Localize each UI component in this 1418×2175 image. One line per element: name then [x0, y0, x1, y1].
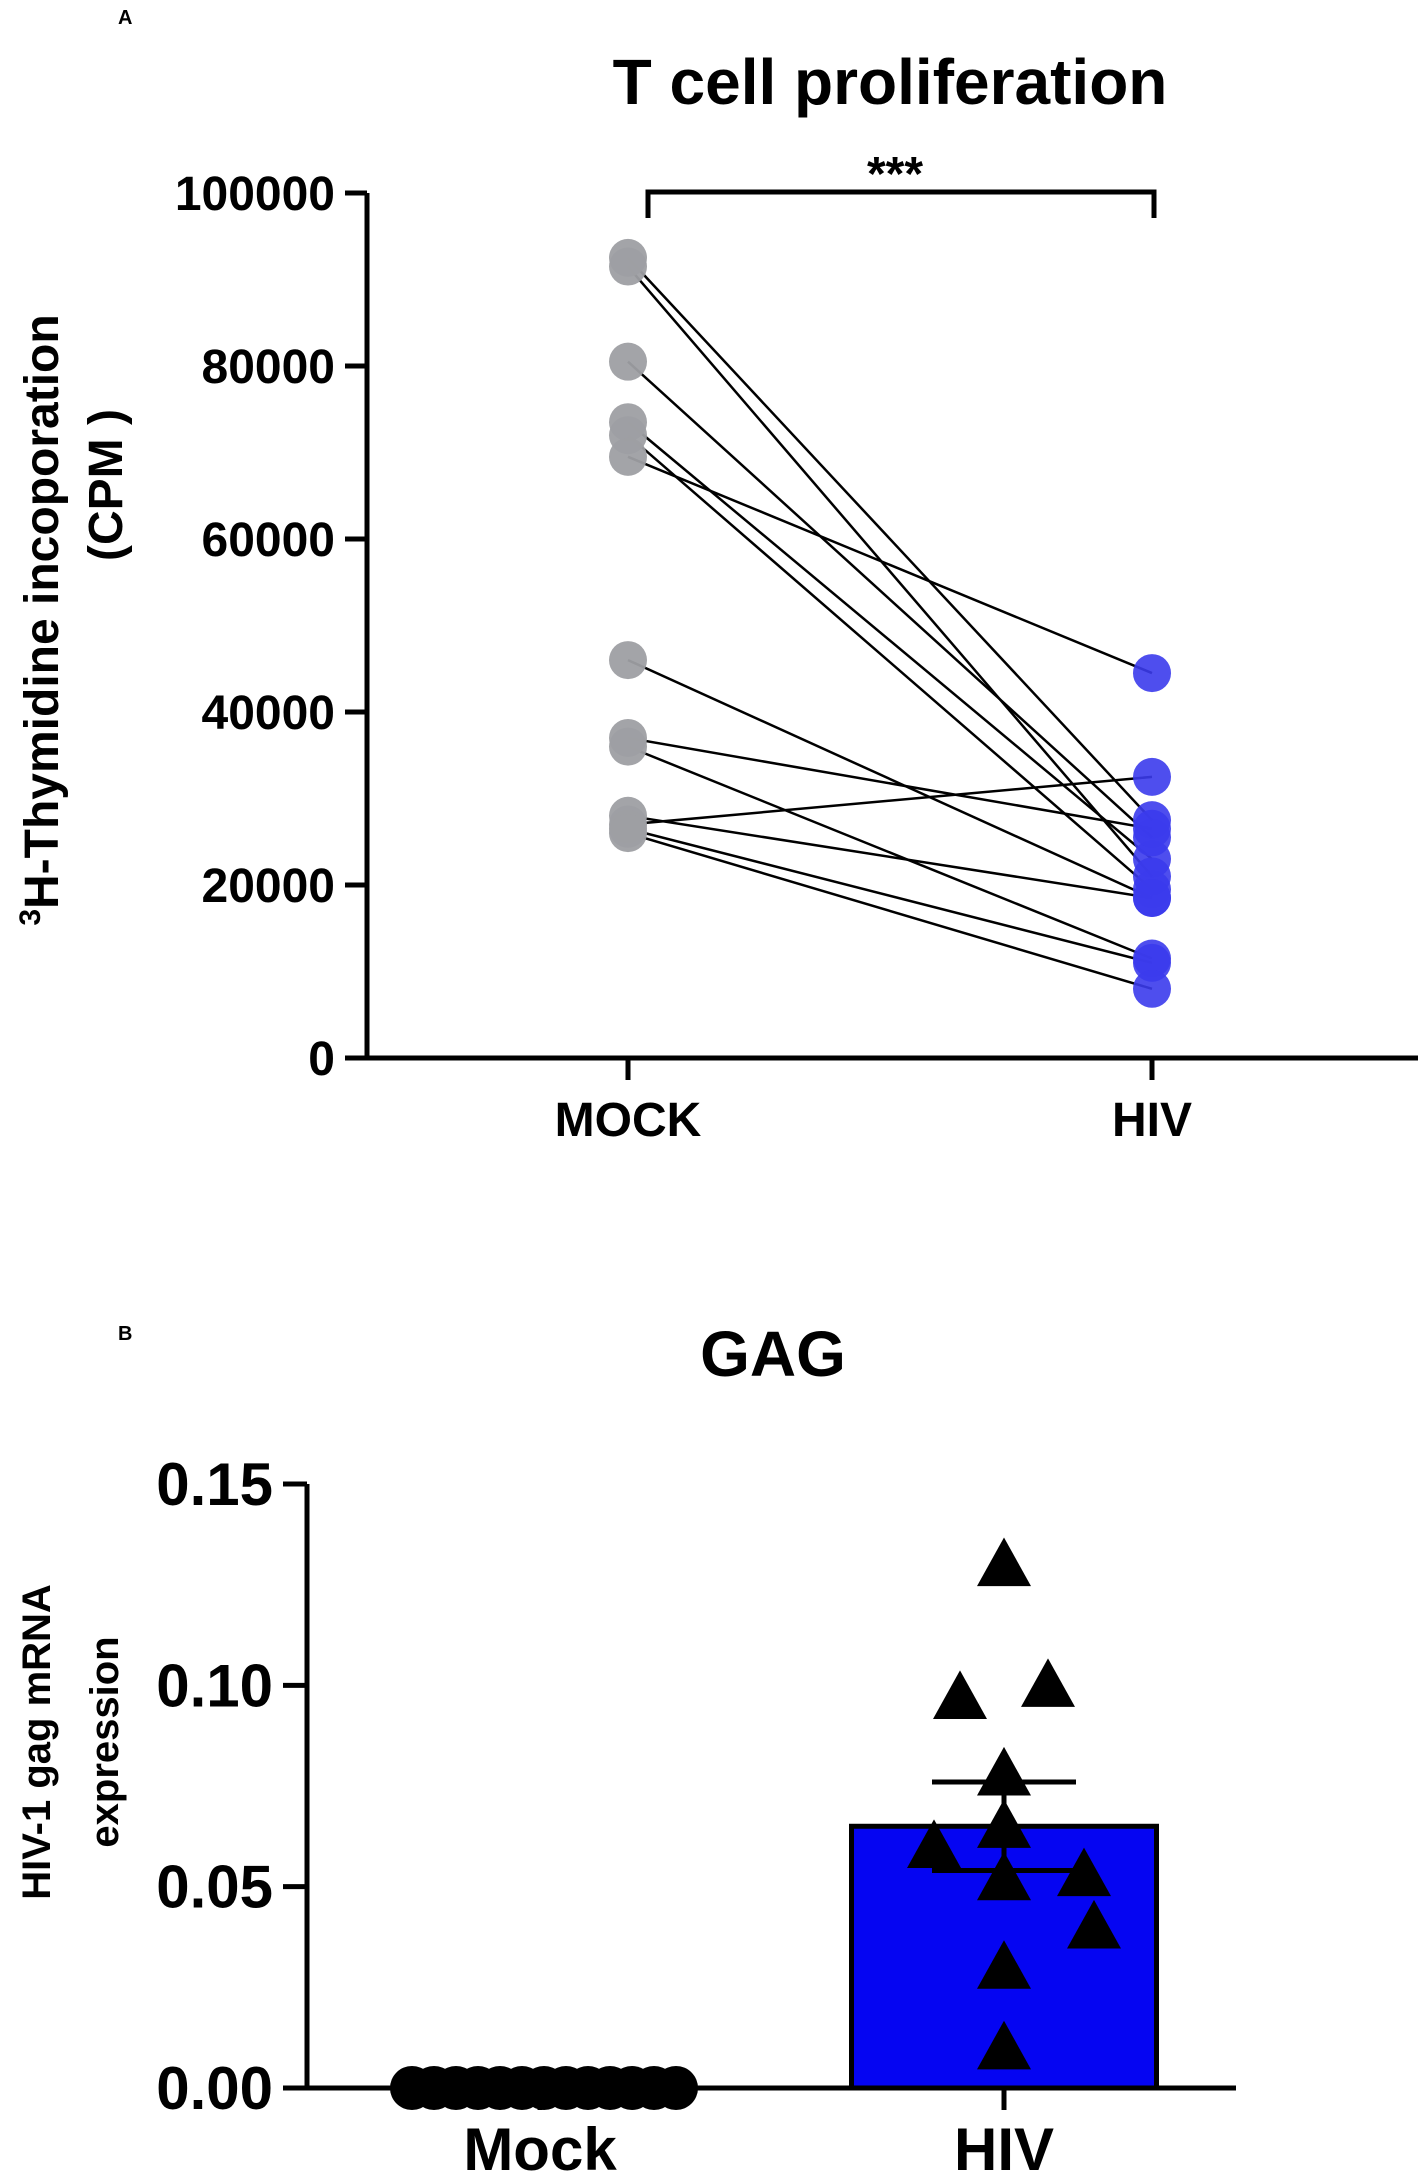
panel-a-mock-point	[609, 342, 647, 381]
panel-a-ytick-label: 20000	[202, 860, 335, 913]
panel-a-mock-point	[609, 814, 647, 853]
panel-b-hiv-point	[977, 1746, 1031, 1796]
panel-b-mock-point	[654, 2066, 698, 2110]
panel-b-hiv-point	[977, 1537, 1031, 1587]
panel-a-letter: A	[118, 7, 132, 29]
panel-a-hiv-point	[1133, 969, 1171, 1008]
panel-a-points	[609, 238, 1171, 1008]
panel-b-hiv-point	[977, 1940, 1031, 1989]
panel-a-bracket-line	[645, 189, 1157, 218]
panel-a-hiv-point	[1133, 840, 1171, 879]
panel-b-title: GAG	[700, 1318, 846, 1390]
panel-a-significance-stars: ***	[867, 148, 923, 201]
panel-b-category-label: HIV	[954, 2116, 1054, 2175]
panel-a-mock-point	[609, 247, 647, 286]
panel-a-significance-bracket: ***	[645, 148, 1157, 218]
panel-a-ylabel-line1: 3H-Thymidine incoporation	[14, 314, 69, 925]
panel-b-points	[390, 1537, 1121, 2110]
panel-a-title: T cell proliferation	[613, 46, 1168, 118]
panel-b-hiv-point	[1067, 1899, 1121, 1949]
panel-b-ytick-label: 0.00	[156, 2055, 273, 2122]
panel-a-pair-line	[627, 434, 1153, 891]
panel-a-mock-point	[609, 727, 647, 766]
panel-b-ylabel-line1: HIV-1 gag mRNA	[15, 1584, 59, 1900]
panel-b: B GAG HIV-1 gag mRNA expression 0.00 0.05…	[15, 1318, 1236, 2175]
panel-a-hiv-point	[1133, 809, 1171, 848]
panel-b-hiv-point	[907, 1819, 961, 1868]
panel-a-pair-line	[627, 736, 1153, 831]
panel-b-hiv-point	[1057, 1847, 1111, 1897]
panel-a-ytick-label: 100000	[175, 168, 335, 221]
panel-a-pair-line	[627, 831, 1153, 990]
panel-b-letter: B	[118, 1323, 132, 1345]
panel-a-hiv-point	[1133, 654, 1171, 693]
panel-a-ylabel-superscript: 3	[14, 909, 47, 926]
panel-a-y-ticks: 0 20000 40000 60000 80000 100000	[175, 168, 367, 1086]
panel-b-ytick-label: 0.05	[156, 1854, 273, 1921]
panel-a-pair-line	[627, 421, 1153, 861]
panel-a-pair-line	[627, 658, 1153, 900]
panel-a-category-label: HIV	[1112, 1094, 1192, 1147]
panel-a-pair-line	[627, 455, 1153, 675]
panel-b-ylabel-line2: expression	[83, 1636, 127, 1847]
panel-a-pair-line	[627, 360, 1153, 839]
panel-a-pair-line	[627, 745, 1153, 960]
panel-a-mock-point	[609, 641, 647, 680]
panel-b-hiv-point	[933, 1670, 987, 1720]
panel-a-ytick-label: 60000	[202, 514, 335, 567]
panel-b-category-label: Mock	[463, 2116, 617, 2175]
panel-a-hiv-point	[1133, 878, 1171, 917]
panel-a-pair-line	[627, 257, 1153, 821]
panel-b-hiv-point	[977, 2020, 1031, 2070]
panel-b-x-categories: Mock HIV	[463, 2088, 1054, 2175]
panel-a-hiv-point	[1133, 757, 1171, 796]
panel-a-ytick-label: 40000	[202, 687, 335, 740]
panel-a-x-categories: MOCK HIV	[555, 1058, 1192, 1147]
panel-b-hiv-point	[977, 1851, 1031, 1901]
panel-a-pair-line	[627, 814, 1153, 900]
panel-b-ytick-label: 0.10	[156, 1652, 273, 1719]
panel-b-y-ticks: 0.00 0.05 0.10 0.15	[156, 1451, 307, 2122]
panel-b-ytick-label: 0.15	[156, 1451, 273, 1518]
panel-a-mock-point	[609, 437, 647, 476]
panel-a-category-label: MOCK	[555, 1094, 702, 1147]
panel-a-pair-line	[627, 775, 1153, 826]
panel-a-ytick-label: 80000	[202, 341, 335, 394]
panel-a-pair-lines	[627, 257, 1153, 990]
panel-b-hiv-point	[1021, 1658, 1075, 1707]
panel-a-ytick-label: 0	[308, 1033, 335, 1086]
panel-a-ylabel-line2: (CPM )	[80, 409, 133, 561]
panel-a-pair-line	[627, 827, 1153, 965]
panel-a-axes	[364, 193, 1418, 1061]
panel-a-pair-line	[627, 265, 1153, 878]
panel-a-ylabel-text: H-Thymidine incoporation	[16, 314, 69, 909]
panel-b-hiv-point	[977, 1799, 1031, 1848]
panel-a: A T cell proliferation 3H-Thymidine inco…	[14, 7, 1418, 1147]
